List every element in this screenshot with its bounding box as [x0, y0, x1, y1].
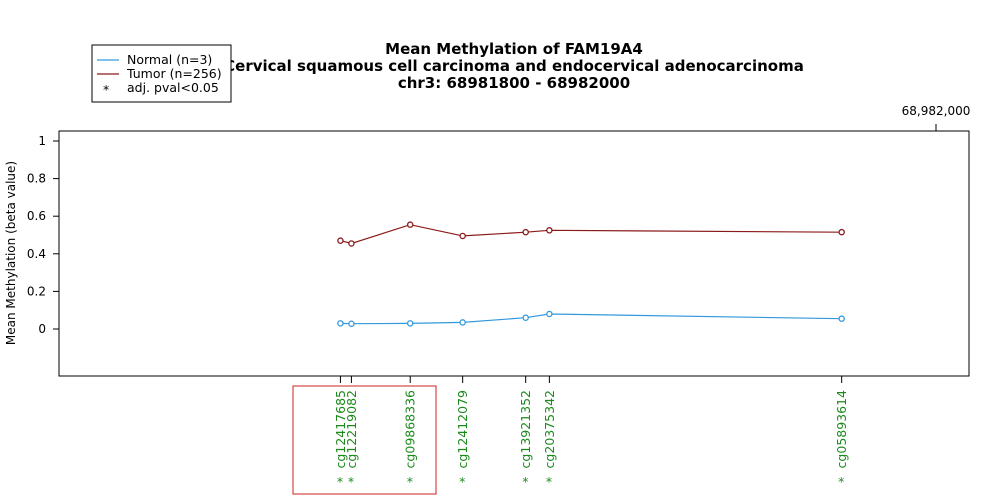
probe-annotation: cg12219082 *: [344, 376, 359, 489]
probe-id-label: cg12219082: [344, 390, 359, 468]
significance-star: *: [838, 474, 844, 489]
series-normal: [337, 310, 845, 327]
legend-normal-label: Normal (n=3): [127, 52, 212, 67]
probe-id-label: cg05893614: [834, 390, 849, 468]
tumor-data-point: [348, 240, 355, 247]
y-tick-label: 0.2: [27, 284, 46, 298]
tumor-data-point: [459, 232, 466, 240]
y-tick-label: 0.8: [27, 172, 46, 186]
probe-annotation: cg12412079 *: [455, 376, 470, 489]
tumor-data-point: [406, 221, 414, 228]
x-tick-label: 68,982,000: [902, 104, 971, 118]
probe-annotations: cg12417685*cg12219082*cg09868336*cg12412…: [333, 376, 849, 489]
chart-title: Mean Methylation of FAM19A4 Cervical squ…: [224, 40, 804, 92]
normal-series-line: [340, 313, 842, 325]
y-axis: 0 0.2 0.4 0.6 0.8 1: [27, 134, 59, 336]
probe-annotation: cg20375342 *: [542, 376, 557, 489]
normal-data-point: [838, 315, 845, 322]
genomic-position-axis: 68,982,000: [902, 104, 971, 131]
probe-annotation: cg13921352 *: [518, 376, 533, 489]
series-layer: [337, 221, 845, 327]
y-tick-label: 1: [38, 134, 46, 148]
tumor-data-point: [546, 227, 553, 234]
normal-data-point: [406, 320, 414, 327]
probe-id-label: cg13921352: [518, 390, 533, 468]
series-tumor: [337, 221, 845, 247]
y-tick-label: 0: [38, 322, 46, 336]
significance-star: *: [407, 474, 413, 489]
probe-annotation: cg12417685 *: [333, 376, 348, 489]
probe-id-label: cg12417685: [333, 390, 348, 468]
significance-star: *: [337, 474, 343, 489]
tumor-data-point: [838, 228, 845, 236]
normal-data-point: [337, 320, 344, 327]
legend-tumor-label: Tumor (n=256): [126, 66, 222, 81]
significance-star: *: [459, 474, 465, 489]
highlight-box: [292, 385, 437, 495]
probe-id-label: cg09868336: [403, 390, 418, 468]
tumor-data-point: [522, 228, 529, 236]
probe-id-label: cg20375342: [542, 390, 557, 468]
normal-data-point: [459, 319, 466, 326]
chart-title-line-3: chr3: 68981800 - 68982000: [398, 74, 630, 92]
probe-annotation: cg05893614 *: [834, 376, 849, 489]
significance-star: *: [348, 474, 354, 489]
probe-id-label: cg12412079: [455, 390, 470, 468]
tumor-data-point: [337, 237, 344, 244]
plot-area-frame: [58, 130, 970, 377]
legend: Normal (n=3) Tumor (n=256) * adj. pval<0…: [91, 44, 232, 103]
legend-significance-label: adj. pval<0.05: [127, 80, 219, 95]
normal-data-point: [348, 320, 355, 327]
probe-annotation: cg09868336 *: [403, 376, 418, 489]
normal-data-point: [546, 310, 553, 318]
y-tick-label: 0.6: [27, 209, 46, 223]
y-tick-label: 0.4: [27, 247, 46, 261]
significance-star: *: [546, 474, 552, 489]
normal-data-point: [522, 314, 529, 321]
significance-star: *: [522, 474, 528, 489]
y-axis-label: Mean Methylation (beta value): [4, 161, 18, 345]
chart-title-line-1: Mean Methylation of FAM19A4: [385, 40, 643, 58]
tumor-series-line: [340, 224, 842, 245]
legend-star-symbol: *: [103, 82, 109, 97]
chart-title-line-2: Cervical squamous cell carcinoma and end…: [224, 57, 804, 75]
